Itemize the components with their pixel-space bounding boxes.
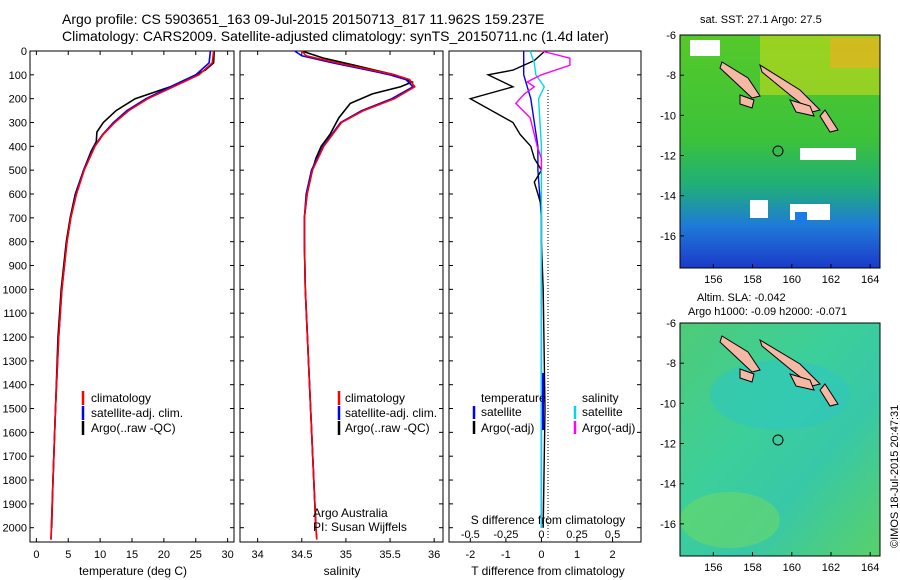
depth-tick-label: 1200	[3, 332, 27, 344]
title-line-2: Climatology: CARS2009. Satellite-adjuste…	[62, 28, 609, 44]
credit-argo-australia: Argo Australia	[313, 506, 388, 520]
depth-tick-label: 1900	[3, 499, 27, 511]
difference-legend: temperature satellite Argo(-adj) salinit…	[472, 391, 635, 435]
depth-tick-label: 200	[9, 94, 27, 106]
depth-tick-label: 1400	[3, 380, 27, 392]
x-tick-label: 34.5	[291, 549, 312, 561]
salinity-legend: climatology satellite-adj. clim. Argo(..…	[337, 391, 437, 435]
credit-pi: PI: Susan Wijffels	[313, 520, 407, 534]
x-tick-label: 0	[33, 549, 39, 561]
depth-tick-label: 1800	[3, 475, 27, 487]
temperature-axis-label: temperature (deg C)	[79, 564, 187, 578]
legend-t-satellite: satellite	[481, 405, 522, 419]
x-tick-label: 35.5	[379, 549, 400, 561]
x-tick-label: 5	[65, 549, 71, 561]
legend-label-satellite: satellite-adj. clim.	[345, 406, 437, 420]
x-tick-label: 30	[222, 549, 234, 561]
s-tick-label: 0.5	[605, 529, 620, 541]
t-tick-label: 1	[574, 549, 580, 561]
series-line-temperature-satellite	[523, 51, 543, 528]
t-tick-label: 2	[609, 549, 615, 561]
legend-s-satellite: satellite	[582, 405, 623, 419]
depth-tick-label: 2000	[3, 523, 27, 535]
legend-label-argo: Argo(..raw -QC)	[91, 421, 176, 435]
x-tick-label: 34	[252, 549, 264, 561]
depth-tick-label: 800	[9, 237, 27, 249]
sla-map-title: Altim. SLA: -0.042	[697, 292, 786, 304]
depth-tick-label: 1600	[3, 427, 27, 439]
depth-tick-label: 1700	[3, 451, 27, 463]
temperature-legend: climatology satellite-adj. clim. Argo(..…	[81, 391, 183, 435]
t-difference-axis-label: T difference from climatology	[471, 564, 625, 578]
depth-tick-label: 1100	[3, 308, 27, 320]
series-line-argo-raw-qc-	[301, 50, 415, 528]
legend-temperature-title: temperature	[481, 391, 546, 405]
depth-tick-label: 300	[9, 118, 27, 130]
legend-t-argo: Argo(-adj)	[481, 421, 534, 435]
legend-label-climatology: climatology	[345, 391, 405, 405]
sla-map-subtitle: Argo h1000: -0.09 h2000: -0.071	[688, 306, 848, 318]
imos-watermark: ©IMOS 18-Jul-2015 20:47:31	[889, 404, 900, 548]
series-line-salinity-satellite	[529, 50, 546, 528]
s-tick-label: -0.5	[461, 529, 480, 541]
series-line-argo-raw-qc-	[50, 50, 215, 528]
depth-tick-label: 1000	[3, 284, 27, 296]
x-tick-label: 10	[94, 549, 106, 561]
salinity-panel-frame	[239, 50, 444, 543]
legend-salinity-title: salinity	[582, 391, 619, 405]
t-tick-label: 0	[538, 549, 544, 561]
depth-tick-label: 600	[9, 189, 27, 201]
series-line-climatology	[301, 50, 416, 540]
series-line-satellite-adj-clim-	[50, 50, 212, 540]
s-tick-label: -0.25	[493, 529, 518, 541]
legend-label-argo: Argo(..raw -QC)	[345, 421, 430, 435]
salinity-axis-label: salinity	[324, 564, 361, 578]
depth-tick-label: 900	[9, 261, 27, 273]
legend-label-climatology: climatology	[91, 391, 151, 405]
legend-s-argo: Argo(-adj)	[582, 421, 635, 435]
depth-tick-label: 700	[9, 213, 27, 225]
depth-tick-label: 100	[9, 70, 27, 82]
x-tick-label: 25	[190, 549, 202, 561]
title-line-1: Argo profile: CS 5903651_163 09-Jul-2015…	[62, 11, 545, 27]
series-line-climatology	[50, 50, 215, 540]
s-tick-label: 0.25	[566, 529, 587, 541]
t-tick-label: -1	[501, 549, 511, 561]
depth-tick-label: 500	[9, 165, 27, 177]
series-line-salinity-argo-adj-	[514, 50, 571, 171]
x-tick-label: 15	[126, 549, 138, 561]
difference-panel-frame	[448, 50, 642, 543]
x-tick-label: 35	[340, 549, 352, 561]
x-tick-label: 20	[158, 549, 170, 561]
legend-label-satellite: satellite-adj. clim.	[91, 406, 183, 420]
depth-tick-label: 400	[9, 141, 27, 153]
sst-map-title: sat. SST: 27.1 Argo: 27.5	[700, 14, 822, 26]
depth-tick-label: 1500	[3, 404, 27, 416]
depth-tick-label: 1300	[3, 356, 27, 368]
s-tick-label: 0	[538, 529, 544, 541]
t-tick-label: -2	[465, 549, 475, 561]
depth-tick-label: 0	[21, 46, 27, 58]
x-tick-label: 36	[428, 549, 440, 561]
